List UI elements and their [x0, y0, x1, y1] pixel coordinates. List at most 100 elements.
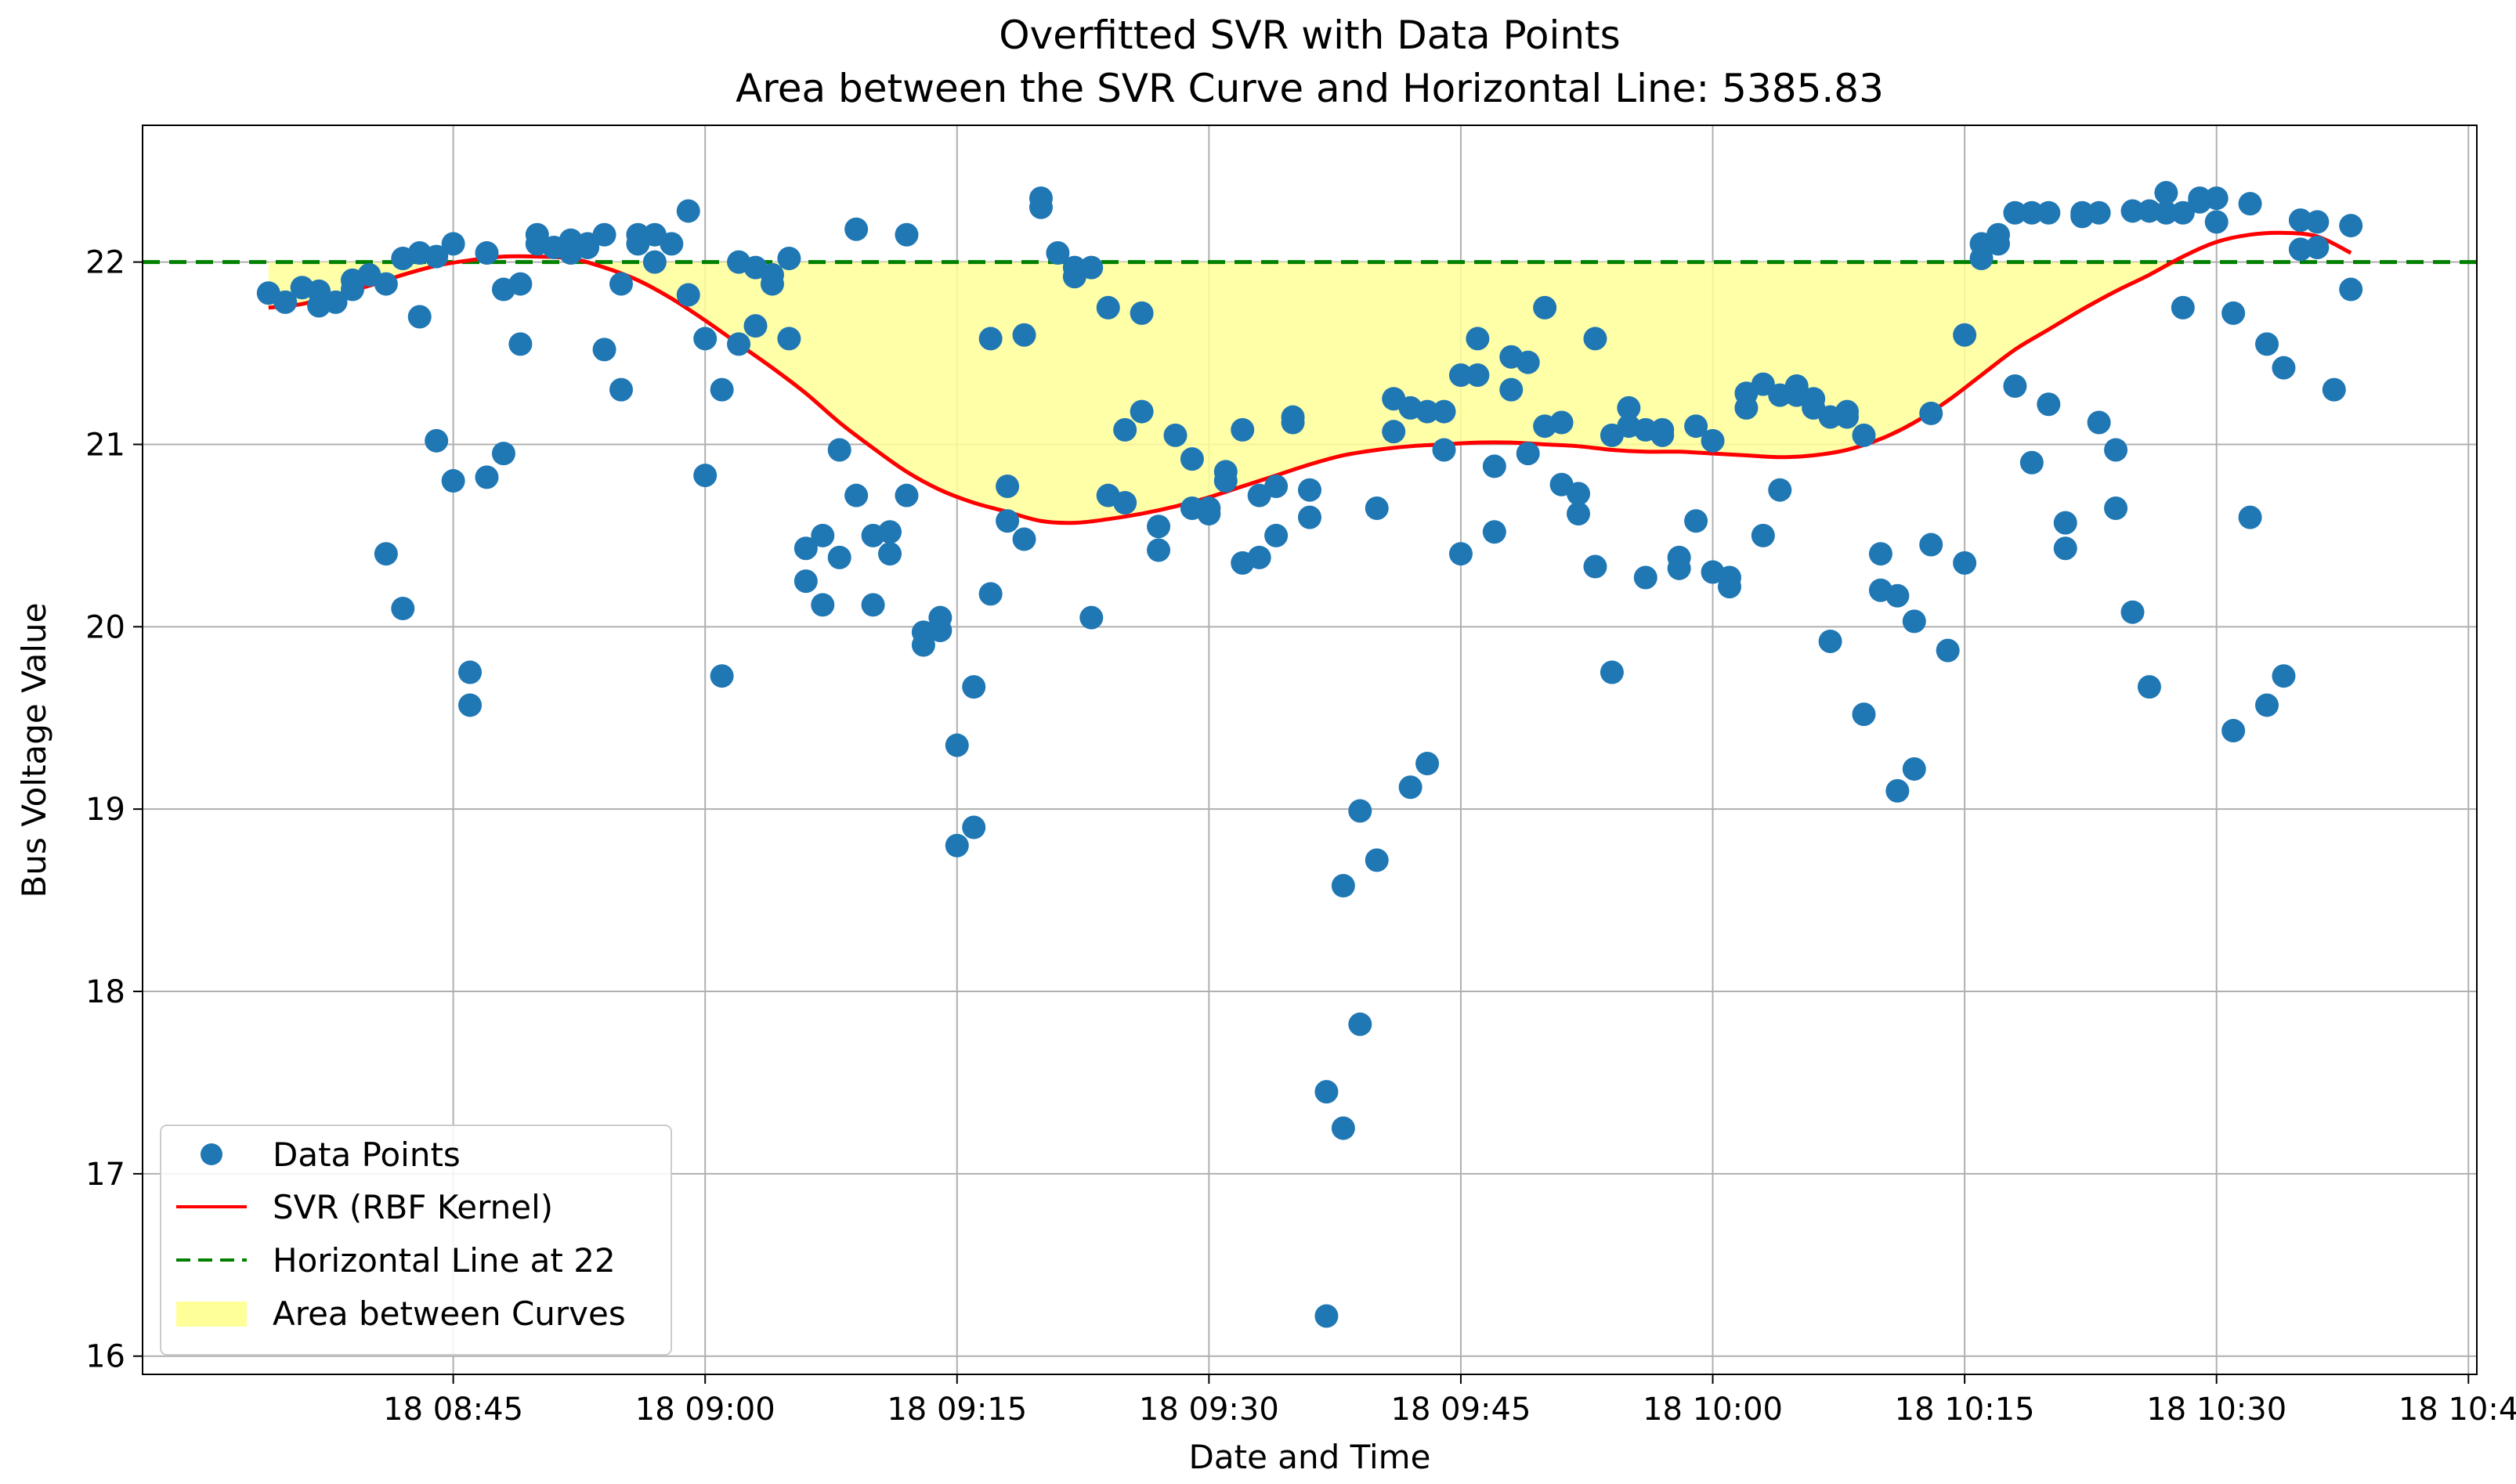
- data-point: [2104, 438, 2128, 462]
- legend-box: [160, 1125, 672, 1356]
- data-point: [2053, 536, 2077, 561]
- data-point: [1885, 778, 1910, 803]
- data-point: [1885, 583, 1910, 608]
- x-tick-label: 18 09:00: [635, 1392, 775, 1428]
- data-point: [1953, 323, 1977, 347]
- data-point: [2003, 374, 2027, 398]
- data-point: [2204, 210, 2229, 234]
- legend-label-area: Area between Curves: [273, 1294, 626, 1333]
- data-point: [609, 377, 634, 402]
- data-point: [1348, 1012, 1372, 1036]
- data-point: [508, 332, 533, 356]
- data-point: [1365, 848, 1389, 872]
- data-point: [1213, 469, 1238, 493]
- data-point: [693, 327, 718, 351]
- data-point: [2003, 200, 2027, 225]
- data-point: [1751, 523, 1775, 547]
- data-point: [996, 509, 1020, 533]
- chart-title: Overfitted SVR with Data Points: [999, 13, 1620, 58]
- data-point: [1448, 542, 1473, 566]
- data-point: [2272, 356, 2296, 380]
- data-point: [2238, 192, 2262, 216]
- data-point: [878, 520, 902, 544]
- data-point: [827, 545, 851, 569]
- data-point: [1768, 478, 1792, 502]
- data-point: [1147, 515, 1171, 539]
- data-point: [441, 469, 465, 493]
- data-point: [1868, 542, 1892, 566]
- data-point: [710, 664, 734, 688]
- data-point: [1298, 478, 1321, 502]
- data-point: [1583, 327, 1607, 351]
- data-point: [1130, 301, 1154, 325]
- data-point: [458, 660, 483, 684]
- y-tick-label: 21: [85, 427, 125, 463]
- data-point: [811, 523, 835, 547]
- data-point: [793, 569, 818, 594]
- data-point: [1499, 377, 1524, 402]
- data-point: [491, 442, 515, 466]
- data-point: [1633, 565, 1657, 590]
- data-point: [1415, 751, 1440, 775]
- legend-label-horizontal-line: Horizontal Line at 22: [273, 1241, 616, 1280]
- data-point: [2255, 332, 2279, 356]
- data-point: [1466, 363, 1490, 387]
- y-tick-label: 20: [85, 609, 125, 645]
- data-point: [1096, 295, 1120, 320]
- data-point: [1012, 323, 1036, 347]
- data-point: [2154, 200, 2178, 225]
- x-axis-ticks: 18 08:45 18 09:00 18 09:15 18 09:30 18 09:45…: [383, 1374, 2516, 1428]
- data-point: [324, 290, 348, 314]
- data-point: [2087, 410, 2111, 435]
- data-point: [1818, 629, 1842, 653]
- data-point: [1482, 454, 1506, 478]
- data-point: [2037, 392, 2061, 417]
- data-point: [1667, 545, 1691, 569]
- data-point: [475, 465, 499, 489]
- data-point: [1549, 410, 1574, 435]
- data-point: [2221, 719, 2246, 743]
- x-tick-label: 18 08:45: [383, 1392, 523, 1428]
- data-point: [1331, 1116, 1355, 1140]
- data-point: [1113, 490, 1137, 515]
- data-point: [1684, 414, 1708, 439]
- data-point: [743, 314, 768, 338]
- chart-subtitle: Area between the SVR Curve and Horizonta…: [736, 66, 1884, 111]
- data-point: [827, 438, 851, 462]
- data-point: [1432, 438, 1456, 462]
- legend: Data Points SVR (RBF Kernel) Horizontal …: [160, 1125, 672, 1356]
- data-point: [1365, 496, 1389, 520]
- y-axis-label: Bus Voltage Value: [15, 603, 53, 898]
- legend-label-data-points: Data Points: [273, 1136, 461, 1174]
- data-point: [945, 733, 969, 757]
- data-point: [2305, 236, 2330, 260]
- data-point: [1533, 295, 1557, 320]
- data-point: [1247, 545, 1271, 569]
- data-point: [1902, 609, 1926, 634]
- data-point: [1314, 1080, 1339, 1104]
- plot-frame: [142, 125, 2478, 1375]
- data-point: [1448, 363, 1473, 387]
- data-point: [425, 428, 449, 453]
- x-tick-label: 18 10:45: [2399, 1392, 2516, 1428]
- y-tick-label: 16: [85, 1339, 125, 1375]
- data-point: [1046, 240, 1070, 265]
- data-point: [962, 675, 986, 699]
- data-point: [273, 290, 298, 314]
- data-point: [928, 618, 953, 642]
- data-point: [2053, 511, 2077, 535]
- data-point: [1852, 702, 1876, 727]
- data-point: [1314, 1304, 1339, 1328]
- data-point: [2037, 200, 2061, 225]
- data-point: [777, 327, 801, 351]
- data-point: [1264, 523, 1289, 547]
- data-point: [1415, 399, 1440, 424]
- data-point: [475, 240, 499, 265]
- data-point: [1231, 417, 1255, 442]
- data-point: [2339, 277, 2363, 301]
- data-point: [2120, 600, 2145, 624]
- data-point: [1717, 575, 1741, 599]
- data-point: [2137, 675, 2161, 699]
- data-point: [2272, 664, 2296, 688]
- data-point: [760, 262, 784, 287]
